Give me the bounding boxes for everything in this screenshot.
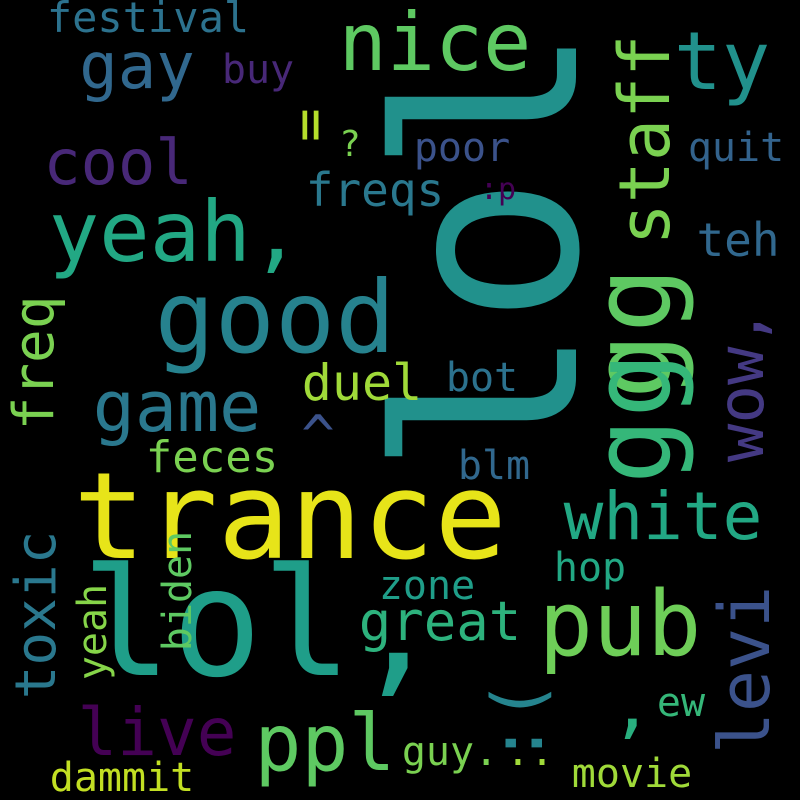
word-movie: movie bbox=[571, 751, 693, 797]
word-great: great bbox=[358, 590, 522, 653]
word-quit: quit bbox=[687, 125, 785, 171]
word-duel: duel bbox=[301, 354, 423, 412]
word-levi: levi bbox=[704, 585, 786, 755]
word-blm: blm bbox=[457, 443, 531, 489]
word-freq: freq bbox=[2, 295, 67, 431]
word-wow: wow, bbox=[705, 307, 779, 463]
word-ew: ew bbox=[656, 680, 706, 726]
word-guy: guy. bbox=[401, 729, 499, 775]
word-live: live bbox=[77, 694, 237, 771]
word-gg-bottom: gg bbox=[568, 351, 696, 485]
word-dammit: dammit bbox=[49, 755, 195, 800]
word-staff: staff bbox=[604, 34, 686, 246]
word-question: ? bbox=[339, 124, 361, 165]
word-white: white bbox=[563, 478, 763, 555]
word-caret: ^ bbox=[301, 404, 335, 469]
word-buy: buy bbox=[221, 47, 295, 93]
word-pub: pub bbox=[538, 572, 702, 677]
word-biden: biden bbox=[155, 530, 201, 652]
word-comma-small: , bbox=[610, 664, 654, 746]
word-lol-small: lol, bbox=[81, 537, 443, 711]
word-yeah-small: yeah bbox=[70, 583, 116, 681]
word-good: good bbox=[154, 259, 396, 376]
word-trance: trance bbox=[73, 448, 507, 587]
word-toxic: toxic bbox=[4, 530, 69, 700]
word-feces: feces bbox=[145, 432, 279, 483]
word-bot: bot bbox=[445, 355, 519, 401]
word-ppl: ppl bbox=[254, 699, 396, 789]
word-equals: = bbox=[277, 108, 342, 142]
word-gay: gay bbox=[79, 30, 195, 104]
word-cool: cool bbox=[43, 126, 193, 199]
word-paren: :( bbox=[477, 679, 559, 765]
word-teh: teh bbox=[696, 213, 780, 267]
word-zone: zone bbox=[378, 563, 476, 609]
word-freqs: freqs bbox=[305, 163, 445, 217]
word-dots: .. bbox=[505, 729, 555, 775]
word-poor: poor bbox=[413, 125, 511, 171]
word-ty: ty bbox=[673, 15, 771, 108]
word-game: game bbox=[92, 366, 262, 448]
word-festival: festival bbox=[46, 0, 250, 42]
word-colon-p: :p bbox=[479, 172, 517, 207]
word-nice: nice bbox=[338, 0, 532, 89]
word-hop: hop bbox=[553, 545, 627, 591]
word-yeah-comma: yeah, bbox=[48, 183, 302, 281]
